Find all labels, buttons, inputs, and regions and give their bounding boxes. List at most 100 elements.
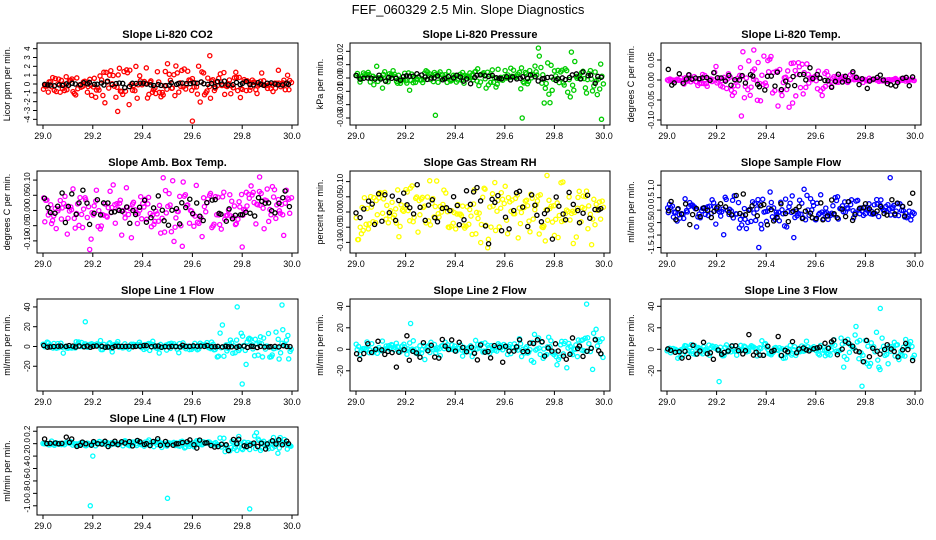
reference-point	[214, 78, 221, 85]
reference-point	[828, 197, 835, 203]
reference-point	[477, 198, 484, 204]
data-point	[741, 205, 748, 212]
data-point	[169, 177, 176, 184]
reference-point	[696, 76, 702, 82]
reference-point	[814, 71, 820, 78]
data-point	[535, 45, 542, 51]
data-point	[742, 83, 749, 90]
data-point	[374, 211, 381, 218]
reference-point	[255, 194, 262, 201]
y-tick-label: 1.0	[647, 179, 656, 191]
reference-point	[432, 214, 438, 221]
data-point	[379, 85, 386, 91]
data-point	[207, 190, 214, 197]
data-point	[745, 219, 751, 226]
data-point	[226, 77, 233, 83]
reference-point	[86, 79, 93, 86]
page-title: FEF_060329 2.5 Min. Slope Diagnostics	[351, 2, 585, 17]
outlier-point	[246, 506, 253, 512]
reference-point	[474, 184, 480, 191]
data-point	[743, 225, 750, 232]
reference-point	[839, 346, 845, 352]
reference-point	[901, 213, 908, 219]
reference-point	[903, 74, 909, 81]
plot-frame	[660, 170, 922, 254]
data-point	[404, 80, 410, 86]
data-point	[286, 86, 292, 93]
reference-point	[105, 200, 111, 206]
data-point	[97, 337, 104, 344]
reference-point	[853, 74, 860, 81]
reference-point	[76, 343, 82, 349]
data-point	[127, 67, 133, 73]
reference-point	[785, 82, 791, 89]
data-point	[70, 186, 76, 192]
reference-point	[825, 345, 832, 351]
reference-point	[678, 211, 685, 217]
data-point	[409, 183, 415, 189]
y-tick-label: 0.10	[23, 172, 32, 188]
reference-point	[502, 214, 509, 220]
reference-point	[234, 440, 240, 447]
reference-point	[732, 342, 739, 349]
reference-point	[506, 226, 512, 232]
x-tick-label: 29.6	[807, 397, 825, 407]
reference-point	[884, 341, 890, 348]
data-point	[772, 87, 778, 94]
reference-point	[775, 333, 781, 340]
data-point	[877, 366, 883, 373]
reference-point	[83, 441, 89, 447]
data-point	[259, 354, 266, 360]
data-point	[784, 68, 791, 74]
data-point	[515, 235, 521, 241]
reference-point	[219, 344, 226, 350]
reference-point	[667, 347, 674, 353]
x-tick-label: 29.4	[446, 131, 464, 141]
data-point	[791, 234, 797, 241]
reference-point	[173, 205, 180, 212]
reference-point	[407, 204, 413, 211]
reference-point	[726, 209, 732, 216]
x-tick-label: 29.8	[233, 521, 251, 531]
data-point	[244, 203, 250, 209]
data-point	[717, 213, 724, 219]
reference-point	[241, 443, 247, 449]
data-point	[856, 355, 862, 362]
data-point	[804, 192, 810, 199]
reference-point	[141, 197, 148, 204]
x-tick-label: 30.0	[283, 521, 301, 531]
reference-point	[143, 219, 150, 225]
reference-point	[45, 204, 51, 211]
reference-point	[822, 77, 828, 84]
data-point	[597, 61, 604, 67]
plot-frame	[36, 426, 299, 516]
reference-point	[598, 74, 605, 80]
reference-point	[225, 82, 231, 88]
reference-point	[834, 215, 841, 221]
reference-point	[774, 214, 780, 221]
reference-point	[196, 437, 203, 443]
reference-point	[477, 342, 484, 348]
reference-point	[420, 339, 427, 346]
data-point	[853, 323, 859, 330]
reference-point	[445, 73, 452, 80]
data-point	[193, 182, 200, 189]
data-point	[510, 67, 517, 73]
data-point	[45, 89, 52, 95]
data-point	[554, 362, 560, 368]
data-point	[789, 100, 796, 106]
x-tick-label: 29.8	[857, 259, 875, 269]
data-point	[164, 60, 171, 67]
reference-point	[161, 218, 167, 224]
reference-point	[262, 446, 269, 452]
reference-point	[63, 434, 70, 440]
reference-point	[463, 348, 470, 355]
data-point	[458, 212, 465, 219]
data-point	[523, 197, 530, 203]
reference-point	[173, 441, 179, 447]
data-point	[757, 98, 764, 104]
data-point	[55, 76, 62, 82]
data-point	[50, 213, 57, 219]
data-point	[885, 360, 891, 367]
